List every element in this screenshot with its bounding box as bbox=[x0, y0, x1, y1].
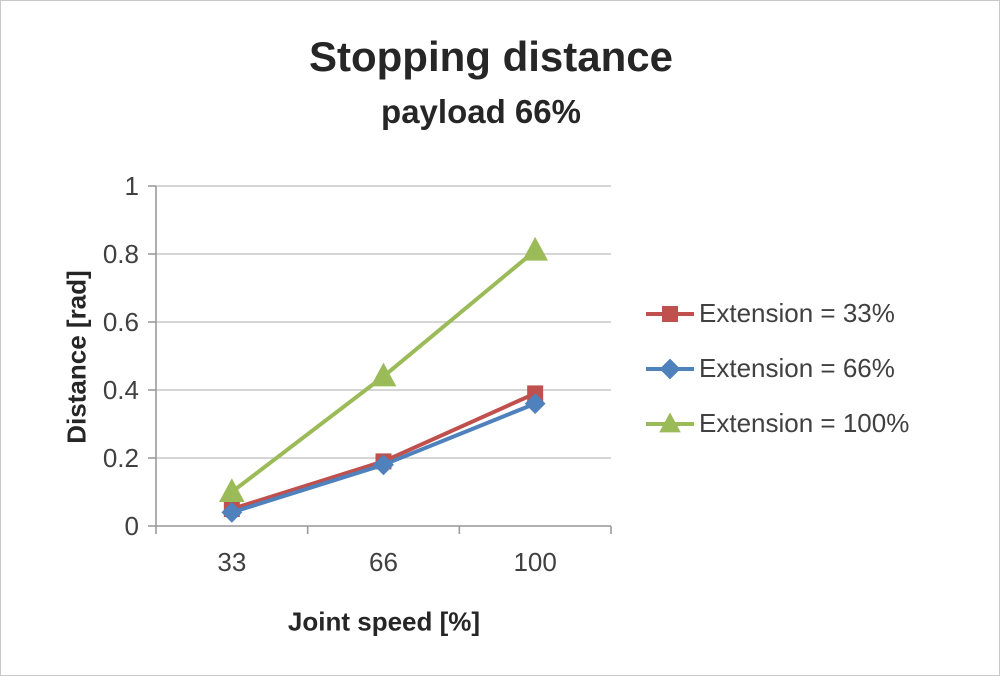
y-tick-label: 0 bbox=[125, 511, 139, 541]
diamond-marker-icon bbox=[373, 454, 394, 476]
legend-marker-diamond-icon bbox=[646, 358, 694, 379]
legend-item-extension-33: Extension = 33% bbox=[645, 286, 909, 341]
legend-item-extension-66: Extension = 66% bbox=[645, 341, 909, 396]
legend-item-extension-100: Extension = 100% bbox=[645, 396, 909, 451]
series-line bbox=[229, 391, 538, 511]
legend-label-extension-33: Extension = 33% bbox=[699, 298, 895, 328]
legend: Extension = 33% Extension = 66% Extensio… bbox=[645, 286, 909, 451]
triangle-marker-icon bbox=[219, 478, 245, 502]
y-tick-label: 0.4 bbox=[103, 375, 139, 405]
x-tick-label: 100 bbox=[513, 547, 556, 577]
x-tick-label: 66 bbox=[369, 547, 398, 577]
legend-label-extension-66: Extension = 66% bbox=[699, 353, 895, 383]
legend-label-extension-100: Extension = 100% bbox=[699, 408, 910, 438]
x-tick-label: 33 bbox=[217, 547, 246, 577]
triangle-marker-icon bbox=[659, 411, 681, 432]
y-axis-title: Distance [rad] bbox=[61, 270, 92, 444]
square-marker-icon bbox=[662, 305, 678, 322]
legend-marker-square-icon bbox=[646, 305, 694, 322]
y-tick-label: 0.8 bbox=[103, 239, 139, 269]
diamond-marker-icon bbox=[659, 358, 681, 379]
legend-marker-triangle-icon bbox=[646, 411, 694, 432]
triangle-marker-icon bbox=[370, 362, 397, 387]
diamond-marker-icon bbox=[524, 393, 546, 414]
triangle-marker-icon bbox=[522, 236, 548, 261]
diamond-marker-icon bbox=[221, 502, 243, 523]
chart-title: Stopping distance bbox=[308, 33, 673, 80]
y-tick-label: 1 bbox=[125, 171, 139, 201]
chart-subtitle: payload 66% bbox=[381, 93, 581, 130]
x-axis-title: Joint speed [%] bbox=[287, 606, 481, 637]
y-tick-label: 0.2 bbox=[103, 443, 139, 473]
y-tick-label: 0.6 bbox=[103, 307, 139, 337]
